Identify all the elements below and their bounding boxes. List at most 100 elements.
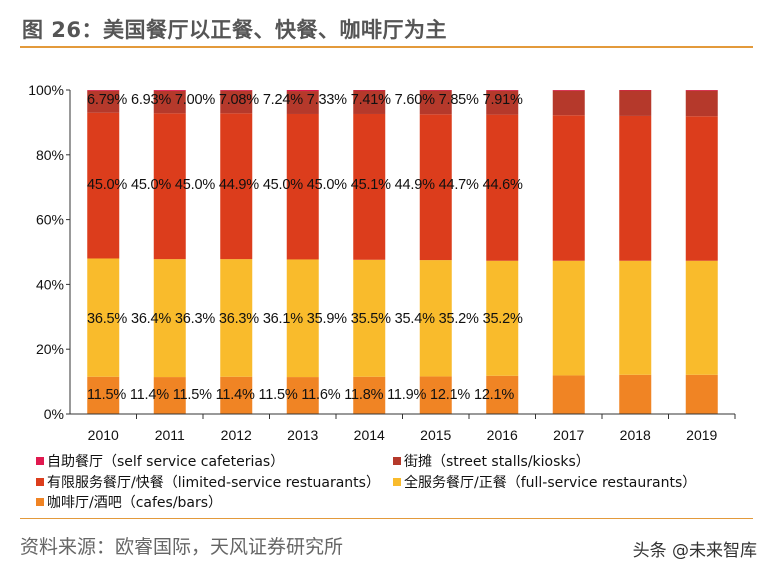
- x-tick-label: 2010: [88, 427, 119, 440]
- x-tick-label: 2017: [553, 427, 584, 440]
- data-label: 11.9%: [387, 387, 430, 403]
- bar-segment-2011-s4: [153, 90, 186, 91]
- bar-segment-2010-s2: [87, 112, 120, 259]
- bar-segment-2011-s2: [153, 113, 186, 260]
- data-label: 45.1%: [350, 177, 395, 193]
- data-label: 7.33%: [306, 92, 351, 108]
- y-tick-label: 0%: [44, 406, 64, 422]
- data-label: 7.85%: [438, 92, 483, 108]
- bar-segment-2015-s4: [419, 90, 452, 91]
- data-label: 11.4%: [129, 387, 173, 403]
- bar-segment-2017-s0: [552, 375, 585, 414]
- data-label: 7.00%: [174, 92, 219, 108]
- bar-segment-2012-s3: [220, 90, 253, 114]
- legend-swatch: [36, 478, 44, 486]
- bar-segment-2012-s2: [220, 113, 253, 260]
- data-label: 44.9%: [218, 177, 263, 193]
- y-tick-label: 20%: [36, 341, 64, 357]
- data-label: 45.0%: [262, 177, 307, 193]
- legend-swatch: [393, 478, 401, 486]
- bar-segment-2010-s0: [87, 376, 120, 414]
- legend-item-full: 全服务餐厅/正餐（full-service restaurants）: [393, 472, 696, 492]
- bar-segment-2018-s1: [619, 260, 652, 375]
- bar-segment-2010-s4: [87, 90, 120, 91]
- legend-swatch: [36, 457, 44, 465]
- bar-segment-2017-s4: [552, 90, 585, 91]
- bar-segment-2015-s3: [419, 90, 452, 115]
- bar-segment-2015-s1: [419, 260, 452, 377]
- x-tick-label: 2011: [155, 427, 185, 440]
- bottom-divider: [20, 518, 753, 519]
- data-label: 44.7%: [438, 177, 483, 193]
- legend-item-limited: 有限服务餐厅/快餐（limited-service restuarants）: [36, 472, 380, 492]
- source-note: 资料来源：欧睿国际，天风证券研究所: [20, 536, 344, 558]
- bar-segment-2010-s1: [87, 258, 120, 377]
- x-tick-label: 2014: [354, 427, 385, 440]
- bar-segment-2015-s0: [419, 376, 452, 414]
- bar-segment-2015-s2: [419, 114, 452, 261]
- bar-segment-2013-s4: [286, 90, 319, 92]
- data-label-row-full: 36.5% 36.4% 36.3% 36.3% 36.1% 35.9% 35.5…: [87, 311, 523, 327]
- data-label: 7.91%: [482, 92, 523, 108]
- data-label: 36.4%: [130, 311, 175, 327]
- bar-segment-2018-s2: [619, 115, 652, 261]
- bar-segment-2019-s3: [685, 90, 718, 117]
- bar-segment-2018-s0: [619, 374, 652, 414]
- x-tick-label: 2016: [487, 427, 518, 440]
- legend-label: 有限服务餐厅/快餐（limited-service restuarants）: [47, 475, 380, 491]
- y-tick-label: 60%: [36, 212, 64, 228]
- bar-segment-2019-s2: [685, 116, 718, 261]
- data-label: 7.60%: [394, 92, 439, 108]
- legend-item-cafeterias: 自助餐厅（self service cafeterias）: [36, 451, 284, 471]
- bar-segment-2017-s1: [552, 260, 585, 376]
- data-label: 6.79%: [87, 92, 131, 108]
- bar-segment-2016-s3: [486, 90, 519, 115]
- watermark: 头条 @未来智库: [632, 541, 757, 561]
- legend-label: 街摊（street stalls/kiosks）: [404, 454, 590, 470]
- legend-label: 自助餐厅（self service cafeterias）: [47, 454, 285, 470]
- data-label: 45.0%: [174, 177, 219, 193]
- data-label: 11.5%: [258, 387, 302, 403]
- bar-segment-2012-s4: [220, 90, 253, 91]
- y-tick-label: 40%: [36, 276, 64, 292]
- legend-item-stalls: 街摊（street stalls/kiosks）: [393, 451, 590, 471]
- bar-segment-2017-s3: [552, 90, 585, 116]
- bar-segment-2014-s1: [353, 259, 386, 377]
- data-label: 36.1%: [262, 311, 307, 327]
- data-label: 35.2%: [438, 311, 483, 327]
- data-label: 12.1%: [430, 387, 474, 403]
- bar-segment-2016-s4: [486, 90, 519, 91]
- data-label: 11.6%: [301, 387, 345, 403]
- legend-label: 咖啡厅/酒吧（cafes/bars）: [47, 495, 223, 511]
- legend-label: 全服务餐厅/正餐（full-service restaurants）: [404, 475, 697, 491]
- x-tick-label: 2018: [620, 427, 651, 440]
- bar-segment-2019-s4: [685, 90, 718, 91]
- figure-title: 图 26：美国餐厅以正餐、快餐、咖啡厅为主: [22, 18, 448, 42]
- data-label: 35.4%: [394, 311, 439, 327]
- bar-segment-2014-s3: [353, 90, 386, 114]
- data-label: 36.3%: [218, 311, 263, 327]
- bar-segment-2013-s3: [286, 91, 319, 114]
- bar-segment-2013-s2: [286, 113, 319, 260]
- data-label: 6.93%: [130, 92, 175, 108]
- x-tick-label: 2012: [221, 427, 252, 440]
- x-tick-label: 2015: [420, 427, 451, 440]
- legend-item-cafes: 咖啡厅/酒吧（cafes/bars）: [36, 492, 222, 512]
- data-label: 36.5%: [87, 311, 131, 327]
- data-label: 45.0%: [306, 177, 351, 193]
- bar-segment-2014-s2: [353, 113, 386, 260]
- bar-segment-2016-s0: [486, 375, 519, 414]
- bar-segment-2013-s0: [286, 377, 319, 414]
- data-label: 44.6%: [482, 177, 523, 193]
- bar-segment-2013-s1: [286, 259, 319, 378]
- data-label: 11.8%: [344, 387, 388, 403]
- bar-segment-2017-s2: [552, 115, 585, 261]
- bar-segment-2019-s0: [685, 374, 718, 414]
- data-label: 7.24%: [262, 92, 307, 108]
- data-label: 11.4%: [215, 387, 259, 403]
- data-label: 12.1%: [473, 387, 515, 403]
- bar-segment-2011-s0: [153, 377, 186, 414]
- bar-segment-2012-s0: [220, 376, 253, 414]
- bar-segment-2012-s1: [220, 259, 253, 377]
- x-tick-label: 2013: [287, 427, 318, 440]
